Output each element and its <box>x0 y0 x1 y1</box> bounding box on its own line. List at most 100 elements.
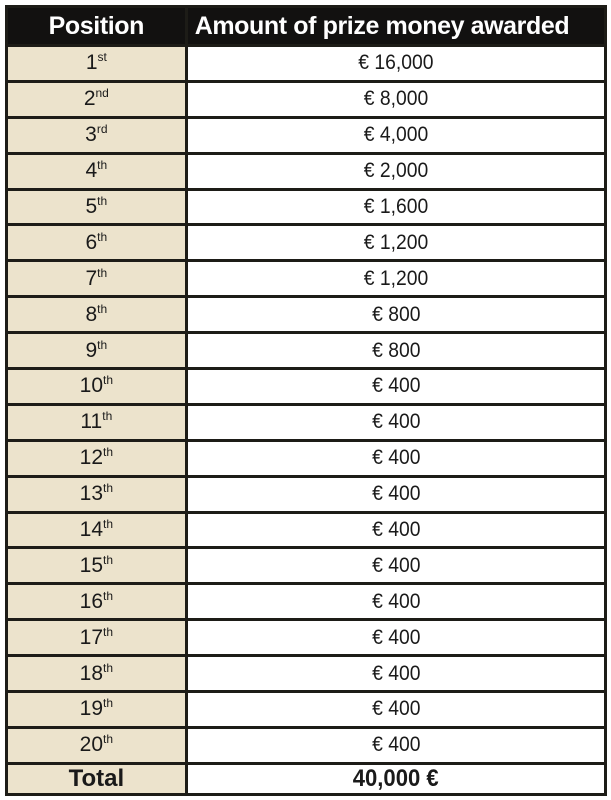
table-row: 12th € 400 <box>5 438 608 478</box>
ordinal-suffix: th <box>103 517 114 532</box>
position-value: 6 <box>85 230 98 254</box>
table-row: 5th € 1,600 <box>5 187 608 227</box>
ordinal-suffix: th <box>103 481 114 496</box>
ordinal-suffix: th <box>103 624 114 639</box>
table-row: 9th € 800 <box>5 331 608 371</box>
position-value: 10 <box>79 374 104 398</box>
position-value: 16 <box>79 589 104 613</box>
total-label-cell: Total <box>5 762 188 796</box>
table-row: 10th € 400 <box>5 367 608 406</box>
total-amount-cell: 40,000 € <box>184 762 608 796</box>
position-value: 17 <box>79 625 104 649</box>
amount-cell: € 800 <box>184 331 608 371</box>
position-value: 4 <box>85 159 98 183</box>
amount-value: € 400 <box>371 733 421 757</box>
table-row: 1st € 16,000 <box>5 44 608 83</box>
amount-cell: € 400 <box>184 367 608 406</box>
amount-value: € 16,000 <box>358 51 434 75</box>
position-value: 18 <box>79 661 104 685</box>
position-cell: 13th <box>5 474 188 514</box>
amount-value: € 400 <box>371 553 421 577</box>
position-cell: 9th <box>5 331 188 371</box>
position-value: 13 <box>79 482 104 506</box>
table-body: 1st € 16,000 2nd € 8,000 3rd € 4,000 4th… <box>5 44 608 766</box>
ordinal-suffix: th <box>97 265 108 280</box>
amount-cell: € 400 <box>184 474 608 514</box>
ordinal-suffix: th <box>97 301 108 316</box>
amount-value: € 400 <box>371 697 421 721</box>
amount-value: € 1,200 <box>363 230 429 254</box>
amount-value: € 400 <box>371 661 421 685</box>
position-cell: 10th <box>5 367 188 406</box>
ordinal-suffix: th <box>97 229 108 244</box>
amount-value: € 400 <box>371 482 421 506</box>
amount-value: € 1,200 <box>363 266 429 290</box>
ordinal-suffix: th <box>103 373 114 388</box>
table-row: 16th € 400 <box>5 582 608 622</box>
position-cell: 15th <box>5 546 188 586</box>
amount-value: € 400 <box>371 518 421 542</box>
position-value: 19 <box>79 697 104 721</box>
ordinal-suffix: st <box>97 50 107 65</box>
amount-cell: € 400 <box>184 725 608 766</box>
ordinal-suffix: rd <box>96 122 108 137</box>
amount-cell: € 400 <box>184 438 608 478</box>
header-row: Position Amount of prize money awarded <box>5 5 608 47</box>
amount-column-header: Amount of prize money awarded <box>184 5 608 47</box>
ordinal-suffix: th <box>103 696 114 711</box>
table-row: 7th € 1,200 <box>5 259 608 299</box>
amount-value: € 400 <box>371 410 421 434</box>
position-cell: 1st <box>5 44 188 83</box>
table-row: 3rd € 4,000 <box>5 115 608 155</box>
amount-cell: € 400 <box>184 546 608 586</box>
table-row: 13th € 400 <box>5 474 608 514</box>
position-cell: 2nd <box>5 79 188 119</box>
position-value: 2 <box>83 87 96 111</box>
ordinal-suffix: nd <box>95 86 109 101</box>
table-row: 11th € 400 <box>5 402 608 442</box>
position-cell: 7th <box>5 259 188 299</box>
ordinal-suffix: th <box>97 194 108 208</box>
table-row: 20th € 400 <box>5 725 608 766</box>
position-value: 1 <box>85 51 98 75</box>
amount-value: € 4,000 <box>363 123 429 147</box>
ordinal-suffix: th <box>103 445 114 460</box>
position-value: 15 <box>79 553 104 577</box>
position-cell: 4th <box>5 151 188 191</box>
position-cell: 14th <box>5 510 188 550</box>
position-column-header: Position <box>5 5 188 47</box>
amount-value: € 800 <box>371 302 421 326</box>
amount-cell: € 8,000 <box>184 79 608 119</box>
ordinal-suffix: th <box>103 660 114 675</box>
position-cell: 3rd <box>5 115 188 155</box>
ordinal-suffix: th <box>103 732 114 747</box>
amount-cell: € 400 <box>184 690 608 729</box>
amount-value: € 8,000 <box>363 87 429 111</box>
position-value: 14 <box>79 518 104 542</box>
position-cell: 18th <box>5 654 188 694</box>
amount-value: € 1,600 <box>363 195 429 218</box>
amount-value: € 400 <box>371 446 421 470</box>
amount-cell: € 4,000 <box>184 115 608 155</box>
position-cell: 11th <box>5 402 188 442</box>
amount-cell: € 800 <box>184 295 608 335</box>
position-value: 8 <box>85 302 98 326</box>
position-cell: 16th <box>5 582 188 622</box>
ordinal-suffix: th <box>97 337 108 352</box>
position-value: 12 <box>79 446 104 470</box>
total-amount-value: 40,000 € <box>352 765 439 792</box>
table-row: 17th € 400 <box>5 618 608 658</box>
position-value: 5 <box>85 195 98 218</box>
table-row: 19th € 400 <box>5 690 608 729</box>
amount-cell: € 1,200 <box>184 259 608 299</box>
prize-money-table: Position Amount of prize money awarded 1… <box>5 5 608 796</box>
amount-cell: € 1,200 <box>184 223 608 263</box>
amount-value: € 400 <box>371 589 421 613</box>
table-row: 14th € 400 <box>5 510 608 550</box>
position-value: 7 <box>85 266 98 290</box>
amount-cell: € 400 <box>184 618 608 658</box>
total-row: Total 40,000 € <box>5 762 608 796</box>
position-value: 3 <box>85 123 97 147</box>
position-cell: 17th <box>5 618 188 658</box>
